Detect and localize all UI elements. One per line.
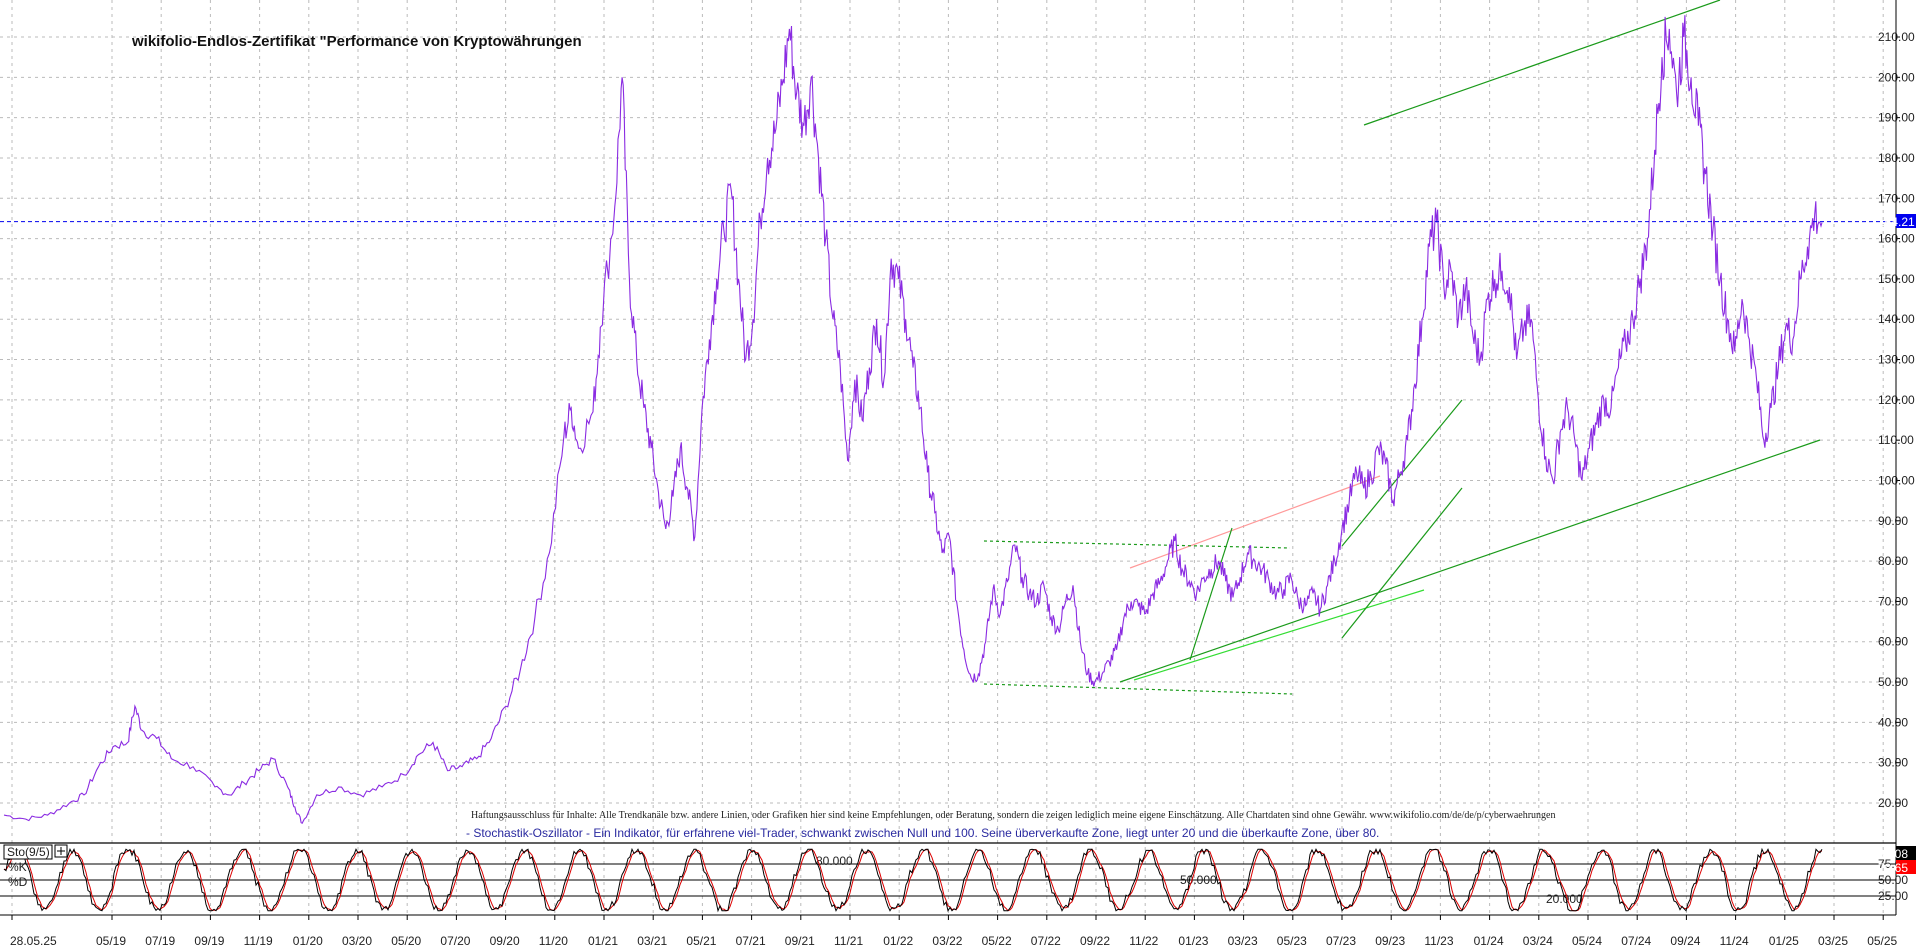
- minor-channel-c: [1341, 487, 1463, 639]
- price-y-axis: 20.00 30.00 40.00 50.00 60.00 70.00 80.00 90.00…: [1878, 30, 1915, 810]
- osc-level-label: 20.000: [1546, 892, 1583, 906]
- price-tag-text: 164.21: [1878, 215, 1915, 229]
- x-tick-label: 01/23: [1178, 934, 1208, 948]
- x-tick-label: 01/21: [588, 934, 618, 948]
- x-tick-label: 09/22: [1080, 934, 1110, 948]
- y-tick-label: 40.00: [1878, 715, 1908, 729]
- x-tick-label: 01/22: [883, 934, 913, 948]
- y-tick-label: 170.00: [1878, 191, 1915, 205]
- y-tick-label: 130.00: [1878, 353, 1915, 367]
- x-tick-label: 11/20: [539, 934, 568, 948]
- x-tick-label: 05/22: [982, 934, 1012, 948]
- x-tick-label: 09/23: [1375, 934, 1405, 948]
- x-tick-label: 09/20: [490, 934, 520, 948]
- y-tick-label: 60.00: [1878, 635, 1908, 649]
- x-tick-label: 07/19: [145, 934, 175, 948]
- disclaimer-text: Haftungsausschluss für Inhalte: Alle Tre…: [471, 810, 1556, 821]
- y-tick-label: 210.00: [1878, 30, 1915, 44]
- y-tick-label: 50.00: [1878, 675, 1908, 689]
- x-tick-label: 05/19: [96, 934, 126, 948]
- y-tick-label: 120.00: [1878, 393, 1915, 407]
- x-tick-label: 03/24: [1523, 934, 1553, 948]
- x-tick-label: 11/22: [1129, 934, 1158, 948]
- x-tick-label: 09/19: [194, 934, 224, 948]
- x-tick-label: 05/25: [1867, 934, 1897, 948]
- x-tick-label: 03/23: [1228, 934, 1258, 948]
- x-tick-label: 07/20: [440, 934, 470, 948]
- legend-k: %K: [8, 860, 27, 874]
- minor-channel-a: [1189, 527, 1233, 661]
- oscillator-note: - Stochastik-Oszillator - Ein Indikator,…: [466, 826, 1379, 840]
- price-line: [3, 15, 1823, 824]
- x-axis: 28.05.25 05/19 07/19 09/19 11/19 01/20 03/20 05…: [10, 915, 1898, 948]
- y-tick-label: 20.00: [1878, 796, 1908, 810]
- price-tag: 164.21: [1878, 214, 1916, 229]
- x-tick-label: 03/25: [1818, 934, 1848, 948]
- y-tick-label: 100.00: [1878, 473, 1915, 487]
- x-tick-label: 05/20: [391, 934, 421, 948]
- x-tick-label: 11/21: [834, 934, 863, 948]
- x-tick-label: 07/22: [1031, 934, 1061, 948]
- x-tick-label: 07/23: [1326, 934, 1356, 948]
- support-trendline: [1133, 589, 1425, 681]
- y-tick-label: 190.00: [1878, 111, 1915, 125]
- y-tick-label: 80.00: [1878, 554, 1908, 568]
- x-tick-label: 11/19: [244, 934, 273, 948]
- x-tick-label: 11/23: [1424, 934, 1453, 948]
- osc-level-label: 80.000: [816, 854, 853, 868]
- x-tick-label: 05/21: [686, 934, 716, 948]
- x-tick-label: 09/21: [785, 934, 815, 948]
- k-tag: 81.08: [1878, 846, 1916, 861]
- x-tick-label: 05/23: [1277, 934, 1307, 948]
- x-tick-label: 07/21: [736, 934, 766, 948]
- trendlines: [983, 0, 1821, 695]
- osc-k-line: [3, 847, 1823, 913]
- k-tag-text: 81.08: [1878, 847, 1908, 861]
- x-tick-label: 01/24: [1474, 934, 1504, 948]
- upper-channel-line: [1363, 0, 1721, 126]
- x-tick-label: 01/20: [293, 934, 323, 948]
- y-tick-label: 160.00: [1878, 232, 1915, 246]
- lower-channel-line: [1119, 439, 1821, 683]
- y-tick-label: 150.00: [1878, 272, 1915, 286]
- osc-label-box: Sto(9/5): [3, 844, 68, 860]
- resistance-trendline: [1129, 475, 1381, 569]
- osc-y-tick-label: 50.00: [1878, 873, 1908, 887]
- x-tick-label: 07/24: [1621, 934, 1651, 948]
- d-tag: 79.65: [1878, 860, 1916, 875]
- x-tick-label: 05/24: [1572, 934, 1602, 948]
- y-tick-label: 200.00: [1878, 70, 1915, 84]
- y-tick-label: 70.00: [1878, 594, 1908, 608]
- osc-level-label: 50.000: [1180, 873, 1217, 887]
- x-tick-label: 03/22: [932, 934, 962, 948]
- x-tick-label: 11/24: [1720, 934, 1749, 948]
- x-tick-label: 09/24: [1670, 934, 1700, 948]
- osc-title: Sto(9/5): [7, 845, 50, 859]
- x-tick-label: 03/20: [342, 934, 372, 948]
- price-series-group: [0, 15, 1896, 824]
- y-tick-label: 180.00: [1878, 151, 1915, 165]
- chart-title: wikifolio-Endlos-Zertifikat "Performance…: [131, 33, 582, 50]
- y-tick-label: 140.00: [1878, 312, 1915, 326]
- y-tick-label: 90.00: [1878, 514, 1908, 528]
- x-tick-label: 01/25: [1769, 934, 1799, 948]
- osc-y-tick-label: 25.00: [1878, 889, 1908, 903]
- y-tick-label: 30.00: [1878, 756, 1908, 770]
- d-tag-text: 79.65: [1878, 861, 1908, 875]
- x-tick-label: 28.05.25: [10, 934, 57, 948]
- legend-d: %D: [8, 875, 28, 889]
- x-tick-label: 03/21: [637, 934, 667, 948]
